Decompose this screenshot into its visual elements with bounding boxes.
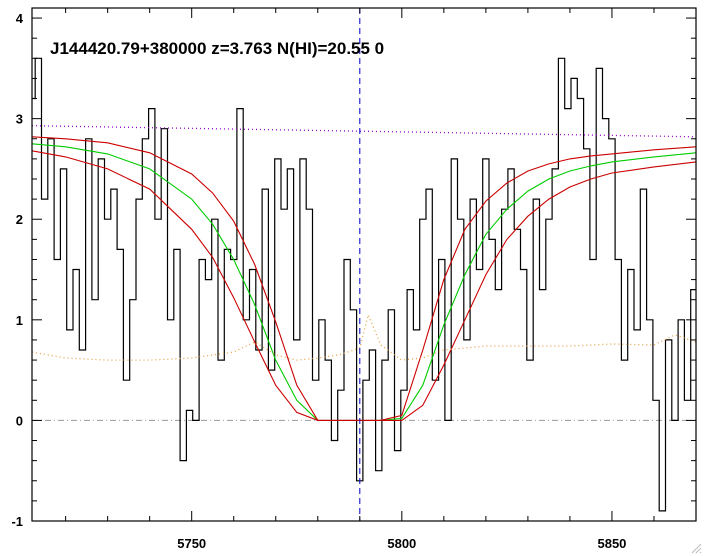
x-tick-label: 5750 xyxy=(177,536,206,551)
y-tick-label: 2 xyxy=(16,212,23,227)
y-tick-label: -1 xyxy=(11,514,23,529)
y-tick-label: 1 xyxy=(16,313,23,328)
y-tick-label: 4 xyxy=(16,11,24,26)
series-layer xyxy=(32,8,696,521)
plot-frame xyxy=(31,7,697,522)
y-tick-label: 0 xyxy=(16,413,23,428)
axes-layer: 5750 5800 5850 -1 0 1 2 3 4 xyxy=(11,7,697,551)
y-tick-label: 3 xyxy=(16,112,23,127)
series-continuum xyxy=(32,125,696,138)
series-flux xyxy=(32,57,696,512)
series-lower xyxy=(32,150,696,421)
x-tick-label: 5800 xyxy=(387,536,416,551)
x-tick-label: 5850 xyxy=(597,536,626,551)
resize-grip-icon[interactable] xyxy=(690,542,702,554)
chart-title: J144420.79+380000 z=3.763 N(HI)=20.55 0 xyxy=(50,39,384,58)
series-group xyxy=(32,8,696,521)
series-error xyxy=(32,312,696,361)
